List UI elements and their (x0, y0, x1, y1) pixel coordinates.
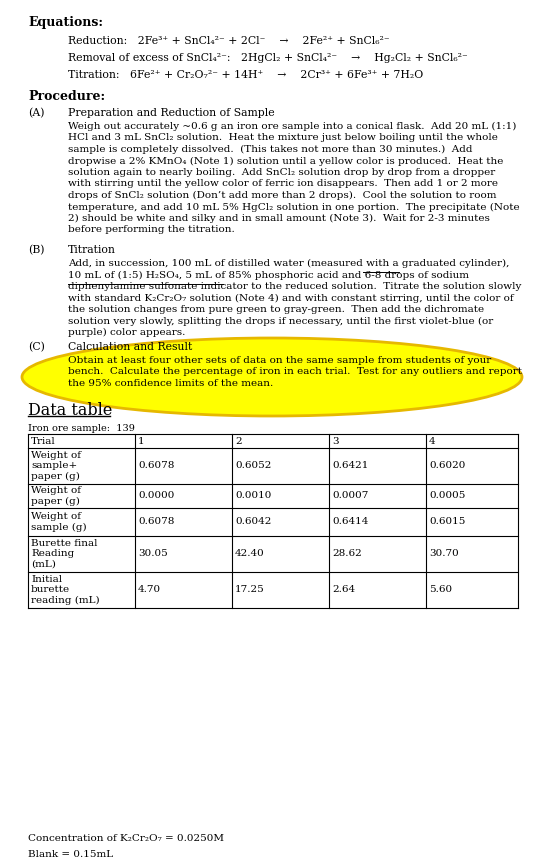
Ellipse shape (22, 338, 522, 416)
Text: diphenylamine sulfonate indicator to the reduced solution.  Titrate the solution: diphenylamine sulfonate indicator to the… (68, 282, 521, 291)
Text: 0.6015: 0.6015 (429, 518, 465, 526)
Text: the solution changes from pure green to gray-green.  Then add the dichromate: the solution changes from pure green to … (68, 305, 484, 314)
Text: Burette final
Reading
(mL): Burette final Reading (mL) (31, 539, 98, 569)
Text: Weight of
sample+
paper (g): Weight of sample+ paper (g) (31, 451, 81, 481)
Text: 4: 4 (429, 436, 436, 446)
Text: 0.6052: 0.6052 (235, 461, 271, 471)
Text: purple) color appears.: purple) color appears. (68, 328, 186, 337)
Text: Obtain at least four other sets of data on the same sample from students of your: Obtain at least four other sets of data … (68, 356, 491, 365)
Text: Add, in succession, 100 mL of distilled water (measured with a graduated cylinde: Add, in succession, 100 mL of distilled … (68, 259, 509, 268)
Text: 0.6020: 0.6020 (429, 461, 465, 471)
Text: HCl and 3 mL SnCl₂ solution.  Heat the mixture just below boiling until the whol: HCl and 3 mL SnCl₂ solution. Heat the mi… (68, 134, 498, 143)
Text: before performing the titration.: before performing the titration. (68, 226, 235, 234)
Text: with stirring until the yellow color of ferric ion disappears.  Then add 1 or 2 : with stirring until the yellow color of … (68, 180, 498, 188)
Text: 2) should be white and silky and in small amount (Note 3).  Wait for 2-3 minutes: 2) should be white and silky and in smal… (68, 214, 490, 223)
Text: Procedure:: Procedure: (28, 90, 105, 103)
Text: 10 mL of (1:5) H₂SO₄, 5 mL of 85% phosphoric acid and 6-8 drops of sodium: 10 mL of (1:5) H₂SO₄, 5 mL of 85% phosph… (68, 270, 469, 280)
Text: Data table: Data table (28, 402, 112, 419)
Text: with standard K₂Cr₂O₇ solution (Note 4) and with constant stirring, until the co: with standard K₂Cr₂O₇ solution (Note 4) … (68, 294, 514, 302)
Text: Blank = 0.15mL: Blank = 0.15mL (28, 850, 113, 859)
Text: 4.70: 4.70 (138, 586, 161, 594)
Text: 0.6414: 0.6414 (332, 518, 369, 526)
Text: 0.6078: 0.6078 (138, 518, 174, 526)
Text: (B): (B) (28, 245, 45, 256)
Text: Concentration of K₂Cr₂O₇ = 0.0250M: Concentration of K₂Cr₂O₇ = 0.0250M (28, 834, 224, 843)
Text: 0.0005: 0.0005 (429, 492, 465, 500)
Text: 28.62: 28.62 (332, 550, 362, 558)
Text: (A): (A) (28, 108, 45, 118)
Text: Equations:: Equations: (28, 16, 103, 29)
Text: dropwise a 2% KMnO₄ (Note 1) solution until a yellow color is produced.  Heat th: dropwise a 2% KMnO₄ (Note 1) solution un… (68, 156, 503, 166)
Text: Trial: Trial (31, 436, 56, 446)
Text: 17.25: 17.25 (235, 586, 265, 594)
Text: 0.6078: 0.6078 (138, 461, 174, 471)
Text: Titration:   6Fe²⁺ + Cr₂O₇²⁻ + 14H⁺    →    2Cr³⁺ + 6Fe³⁺ + 7H₂O: Titration: 6Fe²⁺ + Cr₂O₇²⁻ + 14H⁺ → 2Cr³… (68, 70, 423, 80)
Text: drops of SnCl₂ solution (Don’t add more than 2 drops).  Cool the solution to roo: drops of SnCl₂ solution (Don’t add more … (68, 191, 496, 200)
Text: 2.64: 2.64 (332, 586, 355, 594)
Text: 0.0007: 0.0007 (332, 492, 369, 500)
Text: (C): (C) (28, 342, 45, 353)
Text: Preparation and Reduction of Sample: Preparation and Reduction of Sample (68, 108, 275, 118)
Text: Titration: Titration (68, 245, 116, 255)
Text: Initial
burette
reading (mL): Initial burette reading (mL) (31, 575, 99, 605)
Text: 5.60: 5.60 (429, 586, 452, 594)
Text: Reduction:   2Fe³⁺ + SnCl₄²⁻ + 2Cl⁻    →    2Fe²⁺ + SnCl₆²⁻: Reduction: 2Fe³⁺ + SnCl₄²⁻ + 2Cl⁻ → 2Fe²… (68, 36, 390, 46)
Text: bench.  Calculate the percentage of iron in each trial.  Test for any outliers a: bench. Calculate the percentage of iron … (68, 367, 522, 377)
Text: 0.6421: 0.6421 (332, 461, 369, 471)
Text: the 95% confidence limits of the mean.: the 95% confidence limits of the mean. (68, 379, 273, 388)
Text: 0.0000: 0.0000 (138, 492, 174, 500)
Text: 30.05: 30.05 (138, 550, 168, 558)
Text: temperature, and add 10 mL 5% HgCl₂ solution in one portion.  The precipitate (N: temperature, and add 10 mL 5% HgCl₂ solu… (68, 202, 520, 212)
Text: Weight of
sample (g): Weight of sample (g) (31, 512, 87, 531)
Text: Weight of
paper (g): Weight of paper (g) (31, 486, 81, 505)
Text: 42.40: 42.40 (235, 550, 265, 558)
Text: Iron ore sample:  139: Iron ore sample: 139 (28, 424, 135, 433)
Text: 1: 1 (138, 436, 145, 446)
Text: 3: 3 (332, 436, 339, 446)
Text: solution very slowly, splitting the drops if necessary, until the first violet-b: solution very slowly, splitting the drop… (68, 316, 493, 326)
Text: Weigh out accurately ~0.6 g an iron ore sample into a conical flask.  Add 20 mL : Weigh out accurately ~0.6 g an iron ore … (68, 122, 517, 131)
Text: solution again to nearly boiling.  Add SnCl₂ solution drop by drop from a droppe: solution again to nearly boiling. Add Sn… (68, 168, 495, 177)
Text: 0.6042: 0.6042 (235, 518, 271, 526)
Text: Calculation and Result: Calculation and Result (68, 342, 192, 352)
Text: Removal of excess of SnCl₄²⁻:   2HgCl₂ + SnCl₄²⁻    →    Hg₂Cl₂ + SnCl₆²⁻: Removal of excess of SnCl₄²⁻: 2HgCl₂ + S… (68, 53, 468, 63)
Text: 30.70: 30.70 (429, 550, 459, 558)
Text: 0.0010: 0.0010 (235, 492, 271, 500)
Text: sample is completely dissolved.  (This takes not more than 30 minutes.)  Add: sample is completely dissolved. (This ta… (68, 145, 472, 154)
Text: 2: 2 (235, 436, 242, 446)
